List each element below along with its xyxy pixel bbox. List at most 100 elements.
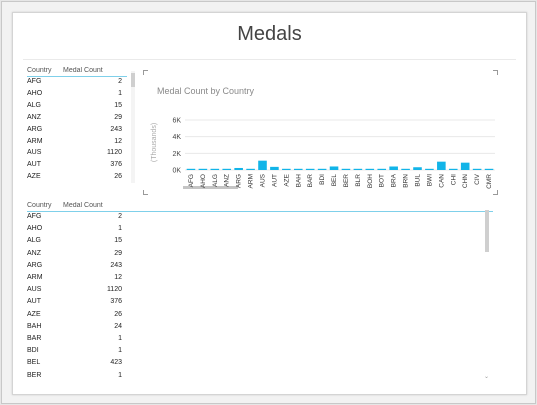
country-cell: AHO	[27, 89, 43, 97]
y-tick-label: 6K	[172, 118, 181, 125]
table-row[interactable]: BAH 24	[27, 323, 122, 335]
x-tick-label: BAR	[307, 174, 314, 188]
table-row[interactable]: AHO 1	[27, 225, 122, 237]
bar	[246, 168, 255, 170]
table-row[interactable]: ARM 12	[27, 274, 122, 286]
table-row[interactable]: ARG 243	[27, 262, 122, 274]
bar	[222, 168, 232, 170]
bar	[258, 160, 267, 170]
medal-count-cell: 376	[110, 298, 122, 306]
scrollbar-thumb[interactable]	[131, 73, 135, 87]
title-divider	[23, 59, 516, 60]
bar	[353, 168, 363, 170]
medal-count-cell: 1	[118, 371, 122, 379]
table-row[interactable]: ALG 15	[27, 237, 122, 249]
table-row[interactable]: ARG 243	[27, 126, 122, 138]
x-tick-label: AUS	[260, 173, 267, 187]
table-row[interactable]: AZE 26	[27, 173, 122, 185]
table-row[interactable]: ARM 12	[27, 138, 122, 150]
table-row[interactable]: AFG 2	[27, 213, 122, 225]
x-tick-label: CHI	[450, 174, 457, 185]
country-cell: ARM	[27, 274, 43, 281]
table-row[interactable]: AUT 376	[27, 298, 122, 310]
country-cell: AHO	[27, 225, 43, 233]
country-cell: ALG	[27, 101, 42, 109]
chart-title: Medal Count by Country	[157, 86, 255, 96]
bar	[234, 167, 243, 170]
x-tick-label: BRA	[391, 173, 398, 187]
medal-count-cell: 243	[110, 125, 122, 133]
bar	[484, 168, 494, 170]
bar	[341, 168, 351, 170]
table-row[interactable]: ALG 15	[27, 102, 122, 114]
country-cell: ARM	[27, 137, 43, 145]
x-tick-label: CHN	[462, 174, 469, 188]
medal-count-cell: 12	[114, 274, 122, 281]
country-cell: AZE	[27, 310, 41, 318]
x-tick-label: AZE	[283, 173, 290, 186]
table-row[interactable]: BER 1	[27, 372, 122, 380]
table-row[interactable]: ANZ 29	[27, 250, 122, 262]
x-tick-label: ALG	[212, 174, 219, 187]
table-row[interactable]: AZE 26	[27, 311, 122, 323]
scrollbar-thumb[interactable]	[485, 210, 489, 252]
bar	[448, 168, 458, 170]
small-table[interactable]: Country Medal Count AFG 2 AHO 1 ALG 15 ANZ 29 AR…	[27, 67, 131, 185]
small-table-scrollbar[interactable]	[131, 71, 135, 183]
table-row[interactable]: AUT 376	[27, 161, 122, 173]
scroll-down-arrow-icon[interactable]: ⌄	[484, 374, 490, 380]
country-cell: BDI	[27, 347, 39, 355]
table-header: Country Medal Count	[27, 67, 127, 76]
x-tick-label: ARM	[248, 174, 255, 188]
chart-horizontal-scrollbar[interactable]	[183, 186, 238, 189]
bar	[365, 168, 375, 170]
country-cell: AZE	[27, 173, 41, 181]
table-row[interactable]: AUS 1120	[27, 149, 122, 161]
medal-count-cell: 1	[118, 335, 122, 342]
table-row[interactable]: ANZ 29	[27, 114, 122, 126]
medal-count-cell: 1	[118, 89, 122, 97]
bar	[210, 168, 220, 170]
country-cell: AFG	[27, 78, 42, 85]
country-cell: ANZ	[27, 249, 41, 257]
large-table-scrollbar[interactable]	[485, 210, 489, 380]
table-header: Country Medal Count	[27, 202, 497, 211]
bar	[305, 168, 315, 170]
medal-count-cell: 26	[114, 173, 122, 181]
corner-marker	[493, 190, 498, 195]
medal-count-cell: 376	[110, 161, 122, 169]
bar	[282, 168, 291, 170]
medal-count-cell: 1	[118, 225, 122, 233]
bar	[317, 168, 327, 170]
y-tick-label: 4K	[172, 134, 181, 141]
x-tick-label: BDI	[319, 174, 326, 185]
header-underline	[27, 76, 127, 77]
medal-count-cell: 1120	[106, 149, 122, 157]
x-tick-label: BOH	[367, 174, 374, 188]
country-cell: AUS	[27, 149, 42, 157]
header-underline	[27, 211, 493, 212]
bar-chart: 0K 2K 4K 6K (Thousands) AFG AHO ALG ANZ ARG ARM AUS…	[151, 118, 495, 189]
table-row[interactable]: AFG 2	[27, 78, 122, 90]
table-row[interactable]: AHO 1	[27, 90, 122, 102]
table-row[interactable]: AUS 1120	[27, 286, 122, 298]
y-axis-label: (Thousands)	[151, 123, 158, 162]
table-row[interactable]: BAR 1	[27, 335, 122, 347]
column-header-medal-count[interactable]: Medal Count	[63, 67, 103, 74]
table-row[interactable]: BEL 423	[27, 359, 122, 371]
column-header-medal-count[interactable]: Medal Count	[63, 202, 103, 209]
medal-count-cell: 12	[114, 137, 122, 145]
x-tick-label: BLR	[355, 174, 362, 187]
country-cell: ARG	[27, 125, 43, 133]
chart-visual[interactable]: Medal Count by Country 0K 2K 4K 6K (Thousand…	[143, 70, 498, 195]
medal-count-cell: 243	[110, 261, 122, 269]
medal-count-cell: 26	[114, 310, 122, 318]
column-header-country[interactable]: Country	[27, 67, 52, 74]
table-row[interactable]: BDI 1	[27, 347, 122, 359]
x-tick-label: BEL	[331, 174, 338, 187]
medal-count-cell: 15	[114, 101, 122, 109]
x-tick-label: CMR	[486, 174, 493, 189]
country-cell: ALG	[27, 237, 42, 245]
column-header-country[interactable]: Country	[27, 202, 52, 209]
large-table[interactable]: Country Medal Count AFG 2 AHO 1 ALG 15 ANZ 29 AR…	[27, 202, 497, 380]
